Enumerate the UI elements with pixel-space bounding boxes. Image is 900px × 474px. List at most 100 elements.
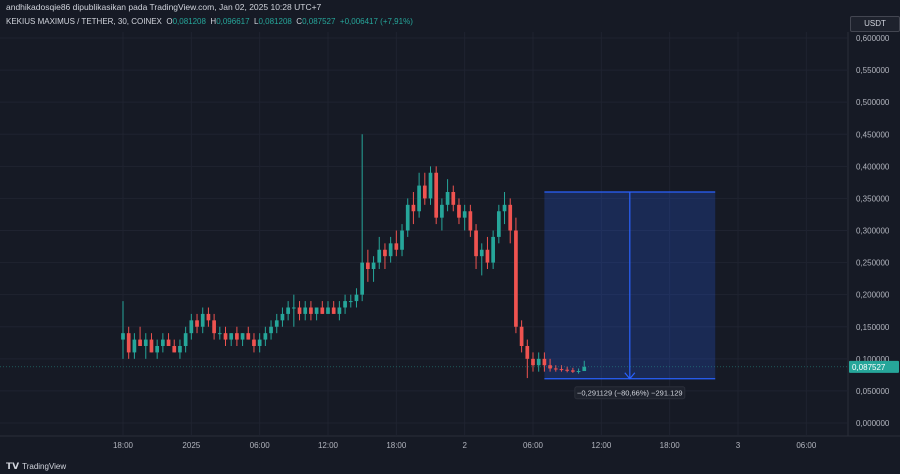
- candle-body: [474, 230, 478, 257]
- candle: [172, 339, 177, 353]
- candle: [422, 172, 427, 205]
- candle-body: [212, 320, 216, 334]
- candle-body: [337, 307, 342, 314]
- candle: [138, 326, 142, 346]
- candle-body: [553, 368, 558, 370]
- candle: [440, 198, 444, 231]
- candle: [217, 326, 222, 340]
- candle-body: [485, 249, 490, 263]
- x-tick-label: 12:00: [591, 441, 612, 450]
- candle: [223, 326, 228, 346]
- measure-arrow-icon: [624, 372, 636, 380]
- candle-body: [576, 371, 581, 373]
- candle: [331, 301, 336, 314]
- candle-body: [462, 211, 467, 218]
- candle: [468, 204, 473, 237]
- candle: [143, 333, 148, 359]
- candle-body: [536, 358, 541, 366]
- candle: [445, 179, 450, 212]
- candle-body: [263, 333, 268, 340]
- y-tick-label: 0,100000: [856, 355, 890, 364]
- candle: [565, 366, 570, 373]
- change-value: +0,006417 (+7,91%): [339, 17, 413, 26]
- candle-body: [217, 333, 222, 335]
- open-value: 0,081208: [172, 17, 206, 26]
- candle: [514, 217, 518, 334]
- candle: [417, 172, 421, 218]
- candle: [240, 333, 245, 346]
- candle: [126, 326, 131, 359]
- candle-body: [240, 333, 245, 340]
- candle: [571, 367, 575, 373]
- candle-body: [326, 307, 330, 314]
- candle-body: [451, 192, 456, 205]
- candle-body: [286, 307, 290, 314]
- candle: [343, 294, 347, 314]
- candle-body: [366, 262, 370, 269]
- footer-brand[interactable]: 𝗧𝗩 TradingView: [6, 461, 66, 472]
- candle-body: [411, 204, 416, 212]
- candle-body: [309, 307, 313, 314]
- candle: [451, 185, 456, 212]
- candle-body: [126, 333, 131, 353]
- candle-body: [274, 320, 279, 327]
- candle: [291, 294, 296, 327]
- candle-body: [172, 346, 177, 353]
- candle: [371, 256, 376, 282]
- candle-body: [377, 249, 382, 263]
- candle: [166, 333, 171, 346]
- candle-body: [405, 204, 410, 231]
- candle-body: [143, 339, 148, 346]
- candle: [531, 352, 535, 372]
- chart-grid: [0, 32, 900, 437]
- candle: [462, 204, 467, 231]
- candle-body: [303, 307, 308, 314]
- candle: [189, 313, 194, 340]
- y-tick-label: 0,500000: [856, 98, 890, 107]
- symbol-name: KEKIUS MAXIMUS / TETHER, 30, COINEX: [6, 17, 162, 26]
- candle-body: [320, 307, 325, 314]
- candle: [252, 333, 256, 353]
- x-tick-label: 12:00: [318, 441, 339, 450]
- candle: [394, 230, 399, 257]
- candle-body: [422, 185, 427, 199]
- tradingview-logo-icon: 𝗧𝗩: [6, 461, 20, 471]
- candle-body: [542, 358, 547, 366]
- y-tick-label: 0,350000: [856, 194, 890, 203]
- candle-body: [314, 307, 319, 314]
- candle: [229, 333, 234, 346]
- current-price-tag: [849, 360, 899, 373]
- y-tick-label: 0,600000: [856, 34, 890, 43]
- candle-body: [257, 339, 262, 346]
- candle-body: [440, 204, 444, 218]
- candle-body: [121, 333, 125, 340]
- candle: [303, 301, 308, 321]
- candle-body: [354, 294, 359, 302]
- candle: [502, 192, 507, 225]
- y-tick-label: 0,200000: [856, 291, 890, 300]
- candle: [434, 166, 439, 225]
- candle-body: [195, 320, 199, 327]
- y-tick-label: 0,400000: [856, 162, 890, 171]
- candle-body: [161, 339, 165, 346]
- candle-body: [445, 192, 450, 205]
- candle-body: [519, 326, 524, 346]
- candle-body: [252, 339, 256, 346]
- candle: [405, 198, 410, 237]
- candle-body: [223, 333, 228, 340]
- candle-body: [394, 243, 399, 250]
- candle-body: [269, 326, 273, 334]
- candle-body: [383, 249, 387, 257]
- low-label: L: [254, 17, 259, 26]
- high-value: 0,096617: [216, 17, 250, 26]
- candle: [400, 224, 404, 257]
- open-label: O: [166, 17, 173, 26]
- candle: [200, 307, 205, 334]
- candle: [457, 198, 461, 225]
- x-tick-label: 3: [736, 441, 741, 450]
- currency-button[interactable]: USDT: [850, 16, 900, 32]
- candle: [297, 301, 302, 321]
- candle: [479, 243, 484, 276]
- candle: [366, 249, 370, 282]
